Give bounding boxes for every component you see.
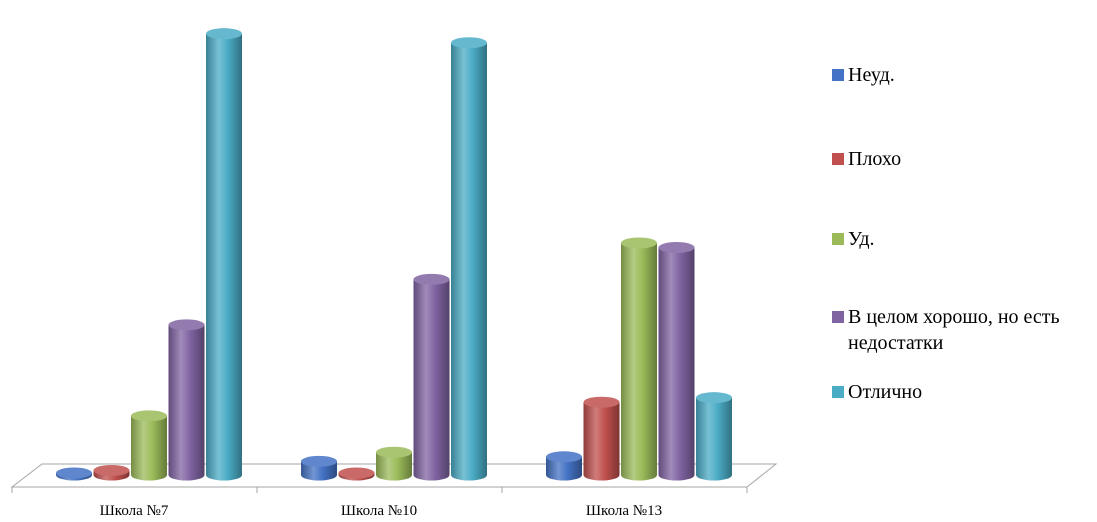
bar-top [376, 446, 412, 458]
legend-label: Отлично [848, 381, 923, 403]
bar-body [206, 33, 242, 481]
bar [621, 237, 657, 481]
legend-label: В целом хорошо, но есть недостатки [848, 306, 1060, 354]
bar-body [131, 415, 167, 481]
bar [413, 273, 450, 481]
bar-body [376, 452, 412, 481]
bar-top [451, 37, 487, 49]
bar-top [131, 410, 167, 422]
bar [93, 464, 130, 481]
bar-top [338, 467, 375, 479]
bar [658, 242, 695, 481]
bar [168, 319, 205, 481]
bar-body [658, 247, 695, 481]
legend-label: Уд. [848, 228, 875, 250]
bar-top [206, 28, 242, 40]
bar [131, 410, 167, 481]
bar-top [546, 451, 582, 463]
x-tick-label: Школа №13 [586, 503, 662, 519]
bar [451, 37, 487, 481]
bar-body [583, 402, 620, 481]
bar-top [583, 396, 620, 408]
bar [56, 467, 92, 481]
legend-swatch [832, 69, 844, 81]
bars [56, 28, 732, 481]
legend-swatch [832, 153, 844, 165]
legend-label: Неуд. [848, 64, 895, 86]
bar-top [168, 319, 205, 331]
bar [338, 467, 375, 481]
bar-body [696, 397, 732, 481]
bar [206, 28, 242, 481]
bar-top [93, 464, 130, 476]
bar [546, 451, 582, 481]
x-tick-label: Школа №7 [100, 503, 169, 519]
bar-top [696, 392, 732, 404]
legend-label: Плохо [848, 148, 902, 170]
bar [583, 396, 620, 481]
bar-top [301, 455, 337, 467]
legend-item-ploho: Плохо [832, 146, 1088, 172]
legend-item-horosho: В целом хорошо, но есть недостатки [832, 304, 1088, 356]
legend-swatch [832, 311, 844, 323]
bar-top [413, 273, 450, 285]
bar-body [546, 456, 582, 481]
x-tick-label: Школа №10 [341, 503, 417, 519]
bar-body [301, 461, 337, 481]
bar-top [56, 467, 92, 479]
bar-body [451, 42, 487, 481]
bar [301, 455, 337, 481]
bar-top [658, 242, 695, 253]
legend-item-ud: Уд. [832, 226, 1088, 252]
x-axis [11, 487, 748, 493]
legend-swatch [832, 233, 844, 245]
legend-item-otlichno: Отлично [832, 379, 1088, 405]
bar-body [168, 324, 205, 481]
x-tick-labels: Школа №7 Школа №10 Школа №13 [100, 503, 662, 519]
bar [376, 446, 412, 481]
bar-body [621, 242, 657, 481]
legend-item-neud: Неуд. [832, 62, 1088, 88]
bar-top [621, 237, 657, 249]
legend-swatch [832, 386, 844, 398]
bar-body [413, 279, 450, 481]
bar [696, 392, 732, 481]
